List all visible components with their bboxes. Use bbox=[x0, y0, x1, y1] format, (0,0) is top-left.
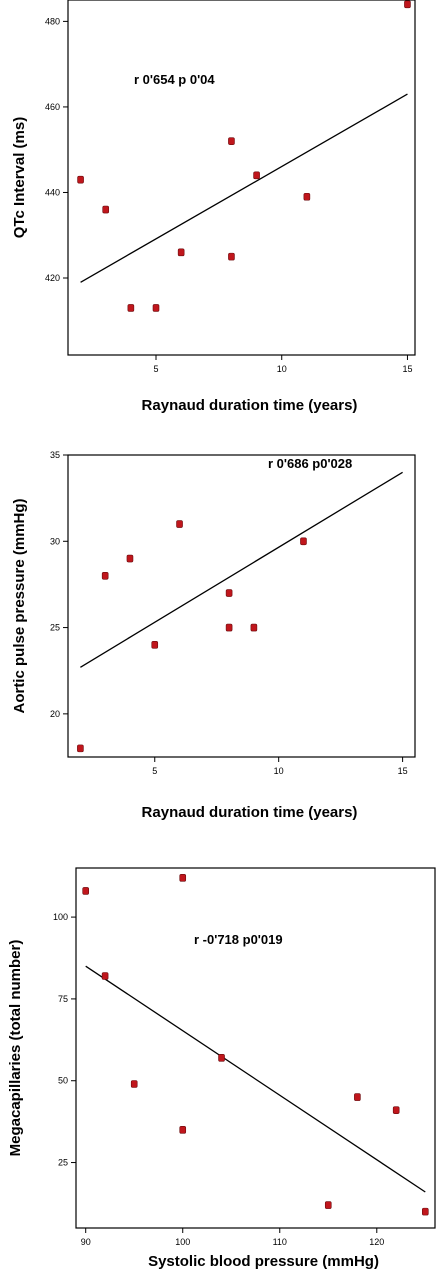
data-point bbox=[130, 1080, 138, 1088]
x-tick-label: 120 bbox=[369, 1237, 384, 1247]
y-tick-label: 35 bbox=[50, 450, 60, 460]
data-point bbox=[392, 1106, 400, 1114]
y-axis-label: Aortic pulse pressure (mmHg) bbox=[11, 498, 28, 713]
y-tick-label: 25 bbox=[50, 623, 60, 633]
x-tick-label: 15 bbox=[402, 364, 412, 374]
x-tick-label: 110 bbox=[273, 1237, 287, 1247]
y-tick-label: 50 bbox=[58, 1076, 68, 1086]
y-tick-label: 480 bbox=[45, 16, 60, 26]
x-axis-label: Raynaud duration time (years) bbox=[142, 804, 358, 821]
x-tick-label: 10 bbox=[274, 766, 284, 776]
y-tick-label: 25 bbox=[58, 1158, 68, 1168]
data-point bbox=[225, 589, 233, 597]
data-point bbox=[77, 175, 84, 184]
x-tick-label: 10 bbox=[277, 364, 287, 374]
plot-frame bbox=[67, 0, 416, 356]
data-point bbox=[179, 1126, 187, 1134]
x-tick-label: 90 bbox=[81, 1237, 91, 1247]
correlation-annotation: r -0'718 p0'019 bbox=[194, 932, 283, 947]
data-point bbox=[250, 623, 258, 632]
data-point bbox=[152, 304, 160, 312]
data-point bbox=[354, 1093, 361, 1101]
data-point bbox=[228, 252, 235, 261]
x-tick-label: 5 bbox=[152, 766, 157, 776]
data-point bbox=[101, 571, 109, 580]
y-tick-label: 440 bbox=[45, 187, 60, 197]
regression-line bbox=[80, 471, 403, 668]
chart-panel-1: 5 10 15 420 440 460 480 r 0'654 p 0'04 Raynaud d… bbox=[11, 0, 416, 414]
data-point bbox=[300, 537, 307, 546]
data-point bbox=[324, 1201, 332, 1209]
data-point bbox=[177, 248, 185, 257]
data-point bbox=[421, 1207, 429, 1216]
data-point bbox=[126, 554, 134, 563]
data-point bbox=[127, 304, 135, 312]
data-point bbox=[101, 972, 109, 980]
x-tick-label: 15 bbox=[398, 766, 408, 776]
data-point bbox=[82, 887, 90, 895]
regression-line bbox=[85, 965, 426, 1193]
x-axis-label: Raynaud duration time (years) bbox=[142, 397, 358, 414]
data-point bbox=[102, 205, 110, 214]
y-tick-label: 75 bbox=[58, 994, 68, 1004]
y-axis-label: QTc Interval (ms) bbox=[11, 117, 28, 238]
regression-line bbox=[80, 93, 408, 283]
data-point bbox=[77, 744, 84, 753]
x-axis-label: Systolic blood pressure (mmHg) bbox=[148, 1253, 379, 1270]
data-point bbox=[228, 137, 235, 145]
data-point bbox=[151, 641, 159, 649]
data-point bbox=[179, 874, 187, 882]
data-point bbox=[253, 171, 260, 180]
data-point bbox=[218, 1054, 225, 1062]
y-tick-label: 460 bbox=[45, 102, 60, 112]
correlation-annotation: r 0'686 p0'028 bbox=[268, 456, 352, 471]
x-tick-label: 100 bbox=[175, 1237, 190, 1247]
y-axis-label: Megacapillaries (total number) bbox=[7, 940, 24, 1157]
data-point bbox=[303, 192, 311, 201]
y-tick-label: 30 bbox=[50, 536, 60, 546]
correlation-annotation: r 0'654 p 0'04 bbox=[134, 72, 215, 87]
data-point bbox=[225, 623, 233, 632]
y-tick-label: 420 bbox=[45, 273, 60, 283]
chart-panel-3: 90 100 110 120 25 50 75 100 r -0'718 p0'019 Systo… bbox=[7, 867, 436, 1270]
data-point bbox=[176, 520, 183, 528]
plot-frame bbox=[67, 454, 416, 758]
chart-panel-2: 5 10 15 20 25 30 35 r 0'686 p0'028 Raynaud durat… bbox=[11, 450, 416, 821]
y-tick-label: 20 bbox=[50, 709, 60, 719]
y-tick-label: 100 bbox=[53, 912, 68, 922]
plot-frame bbox=[75, 867, 436, 1229]
data-point bbox=[404, 0, 411, 9]
x-tick-label: 5 bbox=[153, 364, 158, 374]
